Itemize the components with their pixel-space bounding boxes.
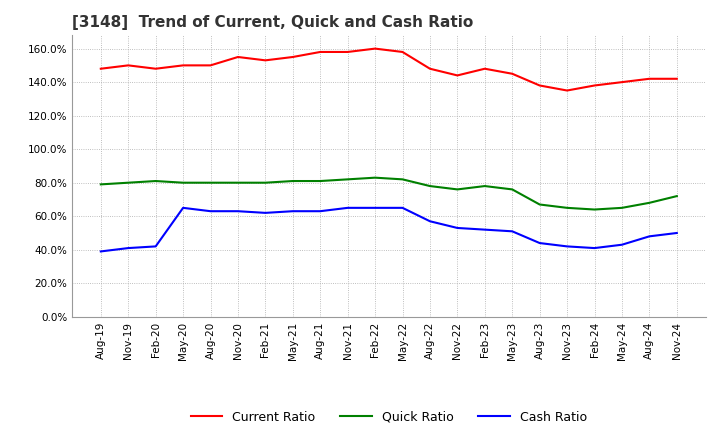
Current Ratio [618,80,626,85]
Cash Ratio [426,219,434,224]
Current Ratio [343,49,352,55]
Cash Ratio [618,242,626,247]
Quick Ratio [289,178,297,183]
Quick Ratio [590,207,599,212]
Cash Ratio [151,244,160,249]
Quick Ratio [618,205,626,210]
Cash Ratio [343,205,352,210]
Current Ratio [316,49,325,55]
Current Ratio [453,73,462,78]
Current Ratio [536,83,544,88]
Current Ratio [508,71,516,77]
Legend: Current Ratio, Quick Ratio, Cash Ratio: Current Ratio, Quick Ratio, Cash Ratio [186,406,592,429]
Cash Ratio [480,227,489,232]
Quick Ratio [96,182,105,187]
Cash Ratio [261,210,270,216]
Current Ratio [480,66,489,71]
Quick Ratio [426,183,434,189]
Cash Ratio [590,246,599,251]
Current Ratio [206,63,215,68]
Cash Ratio [124,246,132,251]
Line: Cash Ratio: Cash Ratio [101,208,677,251]
Quick Ratio [206,180,215,185]
Quick Ratio [563,205,572,210]
Current Ratio [398,49,407,55]
Quick Ratio [261,180,270,185]
Current Ratio [645,76,654,81]
Current Ratio [590,83,599,88]
Cash Ratio [645,234,654,239]
Current Ratio [261,58,270,63]
Cash Ratio [96,249,105,254]
Current Ratio [289,55,297,60]
Quick Ratio [398,177,407,182]
Cash Ratio [672,231,681,236]
Quick Ratio [124,180,132,185]
Cash Ratio [289,209,297,214]
Cash Ratio [179,205,187,210]
Cash Ratio [453,225,462,231]
Cash Ratio [536,240,544,246]
Quick Ratio [371,175,379,180]
Current Ratio [233,55,242,60]
Quick Ratio [453,187,462,192]
Current Ratio [151,66,160,71]
Line: Current Ratio: Current Ratio [101,48,677,91]
Cash Ratio [316,209,325,214]
Quick Ratio [179,180,187,185]
Quick Ratio [480,183,489,189]
Cash Ratio [398,205,407,210]
Quick Ratio [151,178,160,183]
Current Ratio [371,46,379,51]
Quick Ratio [343,177,352,182]
Quick Ratio [508,187,516,192]
Text: [3148]  Trend of Current, Quick and Cash Ratio: [3148] Trend of Current, Quick and Cash … [72,15,473,30]
Quick Ratio [536,202,544,207]
Cash Ratio [233,209,242,214]
Cash Ratio [508,229,516,234]
Current Ratio [672,76,681,81]
Current Ratio [426,66,434,71]
Current Ratio [96,66,105,71]
Current Ratio [179,63,187,68]
Line: Quick Ratio: Quick Ratio [101,178,677,209]
Current Ratio [563,88,572,93]
Quick Ratio [645,200,654,205]
Quick Ratio [233,180,242,185]
Cash Ratio [206,209,215,214]
Current Ratio [124,63,132,68]
Cash Ratio [563,244,572,249]
Quick Ratio [316,178,325,183]
Quick Ratio [672,194,681,199]
Cash Ratio [371,205,379,210]
